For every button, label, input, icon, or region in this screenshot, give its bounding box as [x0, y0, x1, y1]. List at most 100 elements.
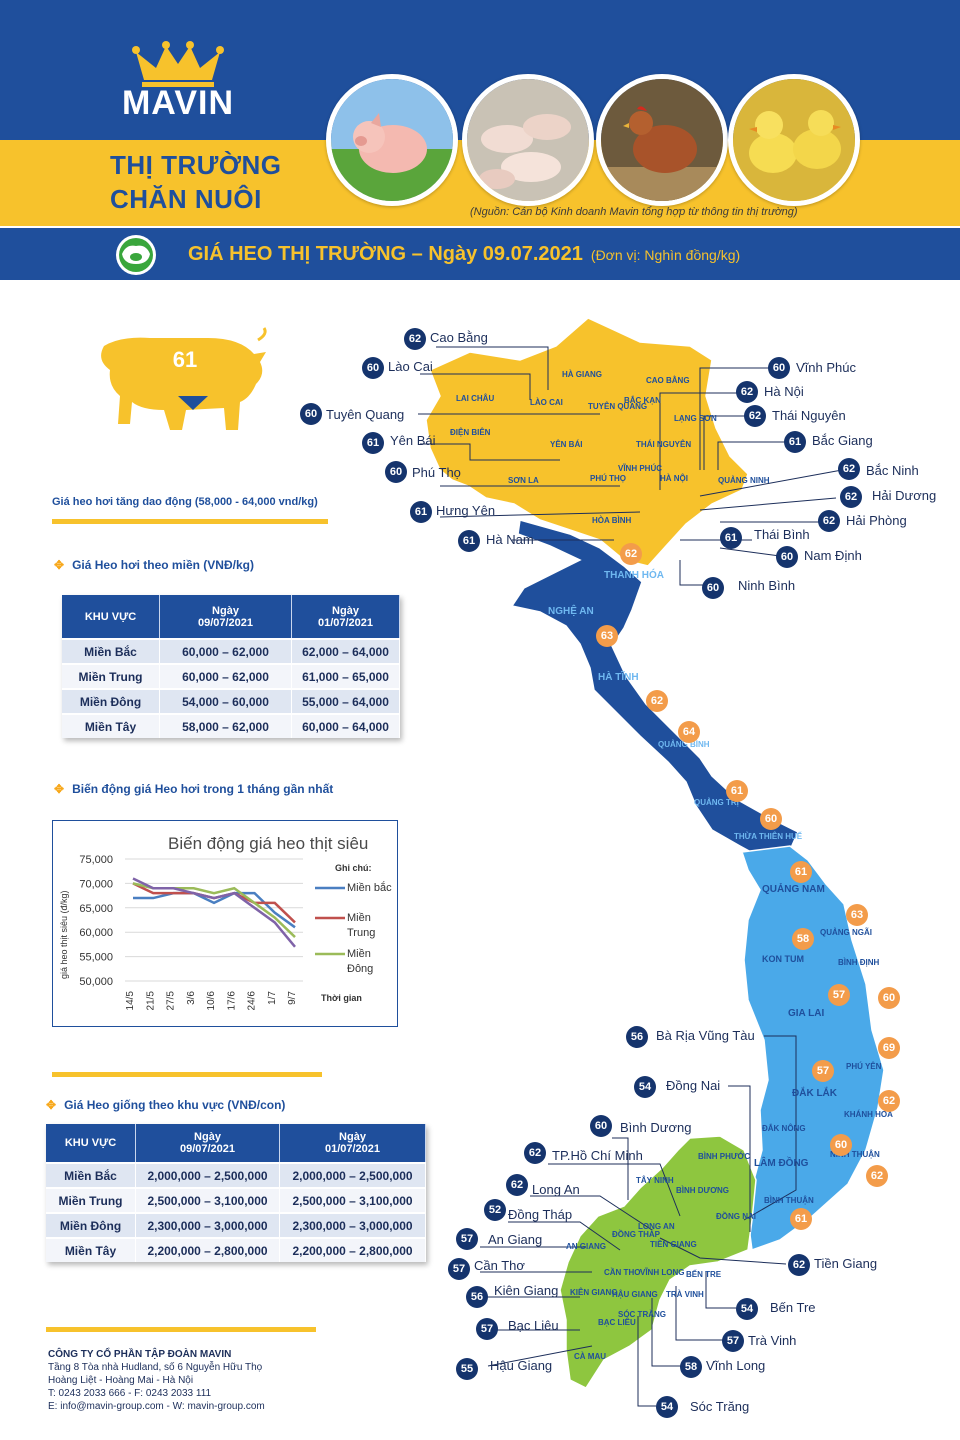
price-badge: 62	[788, 1254, 810, 1276]
x-axis-ticks: 14/5 21/5 27/5 3/6 10/6 17/6 24/6 1/7 9/7	[125, 991, 298, 1011]
price-badge: 55	[456, 1358, 478, 1380]
region-label: CAO BẰNG	[646, 376, 690, 385]
price-badge: 54	[656, 1396, 678, 1418]
region-label: AN GIANG	[566, 1242, 606, 1251]
region-label: HÒA BÌNH	[592, 516, 632, 525]
y-tick-label: 70,000	[79, 878, 113, 890]
province-label: Bình Dương	[620, 1120, 692, 1135]
region-label: LAI CHÂU	[456, 394, 495, 403]
province-label: Bắc Giang	[812, 433, 873, 448]
price-badge: 61	[790, 861, 812, 883]
legend-title: Ghi chú:	[335, 863, 372, 873]
price-cell: 60,000 – 62,000	[160, 663, 292, 688]
region-label: PHÚ YÊN	[846, 1062, 882, 1071]
province-label: Hà Nội	[764, 384, 804, 399]
price-badge: 56	[626, 1026, 648, 1048]
legend-label: Miền	[347, 912, 371, 924]
company-name: CÔNG TY CỔ PHẦN TẬP ĐOÀN MAVIN	[48, 1349, 232, 1360]
price-badge: 57	[812, 1060, 834, 1082]
region-cell: Miền Đông	[46, 1212, 136, 1237]
price-badge: 62	[818, 510, 840, 532]
diamond-bullet-icon: ✥	[54, 558, 65, 572]
region-cell: Miền Tây	[62, 713, 160, 738]
x-tick-label: 14/5	[125, 991, 136, 1011]
region-cell: Miền Bắc	[46, 1162, 136, 1187]
price-badge: 62	[838, 458, 860, 480]
price-badge: 60	[878, 987, 900, 1009]
y-tick-label: 75,000	[79, 854, 113, 866]
banner-unit: (Đơn vị: Nghìn đồng/kg)	[590, 247, 741, 263]
price-badge: 56	[466, 1286, 488, 1308]
price-cell: 60,000 – 64,000	[292, 713, 400, 738]
chart-canvas: Biến động giá heo thịt siêu giá heo thịt…	[59, 834, 392, 1011]
price-badge: 61	[410, 501, 432, 523]
region-label: THANH HÓA	[604, 570, 664, 581]
address-line-2: Hoàng Liệt - Hoàng Mai - Hà Nội	[48, 1375, 194, 1386]
mavin-logo: MAVIN	[108, 40, 248, 130]
price-badge: 60	[702, 577, 724, 599]
province-label: Vĩnh Long	[706, 1358, 766, 1373]
region-label: BÌNH THUẬN	[764, 1196, 814, 1205]
region-label: SƠN LA	[508, 476, 539, 485]
table-row: Miền Bắc 2,000,000 – 2,500,000 2,000,000…	[46, 1162, 426, 1187]
price-badge: 60	[776, 546, 798, 568]
price-badge: 61	[720, 527, 742, 549]
price-badge: 62	[878, 1090, 900, 1112]
region-label: QUẢNG TRỊ	[694, 798, 739, 807]
price-badge: 63	[596, 625, 618, 647]
region-cell: Miền Trung	[46, 1187, 136, 1212]
divider	[46, 1327, 316, 1332]
region-label: BÌNH PHƯỚC	[698, 1152, 751, 1161]
province-label: Hậu Giang	[490, 1358, 553, 1373]
pig-silhouette-icon	[90, 326, 270, 436]
region-label: PHÚ THỌ	[590, 474, 626, 483]
region-label: NGHỆ AN	[548, 606, 594, 617]
chicken-photo	[596, 74, 728, 206]
x-tick-label: 1/7	[267, 991, 278, 1005]
banner-title-text: GIÁ HEO THỊ TRƯỜNG – Ngày 09.07.2021	[188, 243, 583, 265]
price-cell: 2,300,000 – 3,000,000	[136, 1212, 280, 1237]
province-label: Bắc Ninh	[866, 463, 919, 478]
y-tick-label: 55,000	[79, 952, 113, 964]
province-label: Bến Tre	[770, 1300, 816, 1315]
price-cell: 2,500,000 – 3,100,000	[136, 1187, 280, 1212]
province-label: TP.Hồ Chí Minh	[552, 1148, 643, 1163]
price-badge: 61	[726, 780, 748, 802]
region-label: QUẢNG NAM	[762, 884, 825, 895]
region-label: ĐẮK LẮK	[792, 1088, 837, 1099]
col-header: Ngày 01/07/2021	[280, 1124, 426, 1162]
price-badge: 63	[846, 904, 868, 926]
province-label: Yên Bái	[390, 433, 436, 448]
y-tick-label: 65,000	[79, 903, 113, 915]
province-label: An Giang	[488, 1232, 543, 1247]
region-label: CÀ MAU	[574, 1352, 606, 1361]
price-badge: 61	[458, 530, 480, 552]
breed-price-table: KHU VỰC Ngày 09/07/2021 Ngày 01/07/2021 …	[46, 1124, 426, 1262]
chart-legend: Miền bắc Miền Trung Miền Đông	[315, 881, 392, 975]
source-note: (Nguồn: Cán bộ Kinh doanh Mavin tổng hợp…	[470, 206, 798, 218]
pig-price-note: Giá heo hơi tăng dao động (58,000 - 64,0…	[52, 496, 318, 508]
breed-price-heading-text: Giá Heo giống theo khu vực (VNĐ/con)	[64, 1098, 286, 1112]
region-label: TUYÊN QUANG	[588, 402, 648, 411]
province-label: Hải Dương	[872, 488, 937, 503]
pig-price-value: 61	[172, 347, 198, 372]
x-tick-label: 24/6	[247, 991, 258, 1011]
legend-label: Miền bắc	[347, 881, 392, 894]
legend-label: Miền	[347, 948, 371, 960]
price-badge: 60	[590, 1115, 612, 1137]
province-label: Cao Bằng	[430, 330, 488, 345]
pig-photo	[326, 74, 458, 206]
price-badge: 62	[404, 328, 426, 350]
region-label: NINH THUẬN	[830, 1150, 880, 1159]
crown-icon	[132, 41, 224, 87]
table-row: Miền Trung 2,500,000 – 3,100,000 2,500,0…	[46, 1187, 426, 1212]
province-label: Sóc Trăng	[690, 1399, 750, 1414]
price-cell: 55,000 – 64,000	[292, 688, 400, 713]
price-badge: 52	[484, 1199, 506, 1221]
region-label: VĨNH PHÚC	[618, 464, 663, 473]
south-region	[559, 1135, 757, 1389]
price-badge: 57	[456, 1228, 478, 1250]
region-label: KHÁNH HÒA	[844, 1110, 893, 1119]
region-label: ĐỒNG NAI	[716, 1212, 756, 1221]
region-label: YÊN BÁI	[550, 440, 583, 449]
